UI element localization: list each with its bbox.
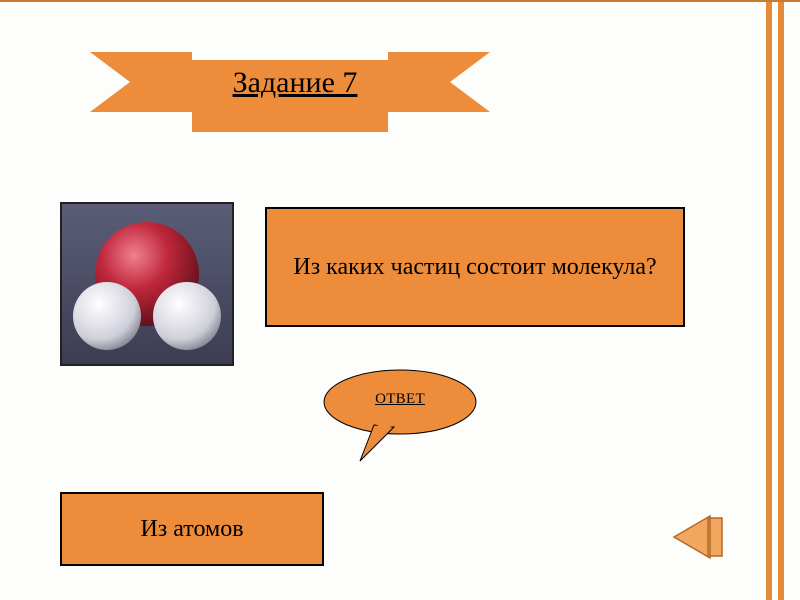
callout-shape xyxy=(320,367,480,462)
question-text: Из каких частиц состоит молекула? xyxy=(293,254,656,281)
answer-callout[interactable]: ОТВЕТ xyxy=(320,367,480,462)
question-box: Из каких частиц состоит молекула? xyxy=(265,207,685,327)
answer-text: Из атомов xyxy=(140,516,243,543)
molecule-image xyxy=(60,202,234,366)
molecule-svg xyxy=(62,204,232,364)
decor-stripe xyxy=(778,2,784,600)
slide: Задание 7 xyxy=(0,0,800,600)
title-ribbon: Задание 7 xyxy=(90,32,490,152)
answer-callout-label: ОТВЕТ xyxy=(320,391,480,408)
nav-back-button[interactable] xyxy=(670,512,730,562)
title-text: Задание 7 xyxy=(202,66,388,100)
answer-box: Из атомов xyxy=(60,492,324,566)
decor-stripe xyxy=(766,2,772,600)
back-arrow-icon xyxy=(670,512,730,562)
